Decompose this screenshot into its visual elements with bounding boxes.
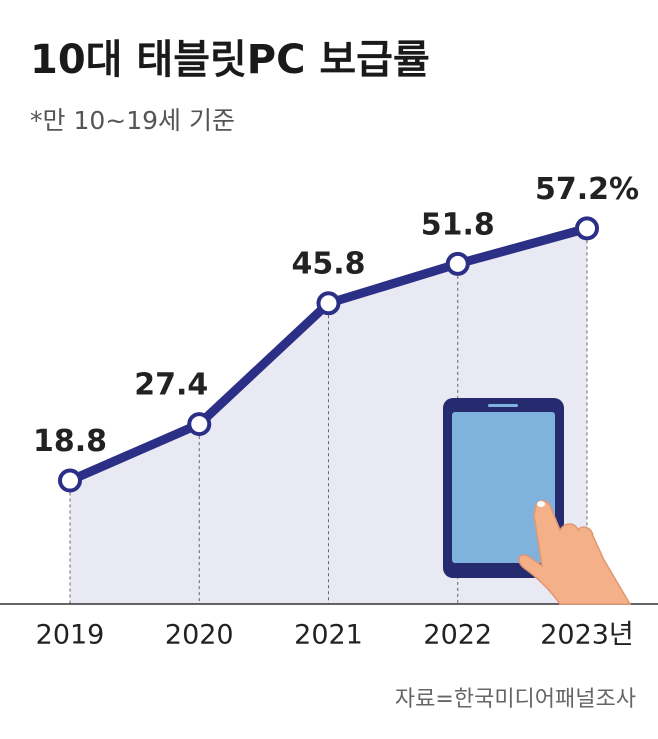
- tablet-camera: [488, 404, 518, 407]
- x-tick-label: 2019: [36, 620, 105, 651]
- x-tick-label: 2020: [165, 620, 234, 651]
- chart-subtitle: *만 10~19세 기준: [30, 106, 235, 135]
- data-label: 27.4: [134, 368, 208, 403]
- data-label: 45.8: [291, 247, 365, 282]
- x-tick-label: 2022: [423, 620, 492, 651]
- marker: [316, 291, 341, 316]
- source: 자료=한국미디어패널조사: [395, 687, 636, 712]
- chart-title: 10대 태블릿PC 보급률: [30, 37, 430, 83]
- x-tick-label: 2021: [294, 620, 363, 651]
- data-label: 51.8: [421, 207, 495, 242]
- tablet-illustration: [443, 398, 632, 605]
- fingernail: [537, 501, 545, 507]
- marker: [575, 216, 599, 241]
- marker: [187, 412, 212, 437]
- marker: [58, 468, 82, 493]
- marker: [445, 251, 470, 276]
- x-tick-label: 2023년: [540, 620, 634, 651]
- hand: [518, 500, 632, 605]
- data-label: 57.2%: [535, 172, 639, 207]
- data-label: 18.8: [33, 424, 107, 459]
- tablet-screen: [452, 412, 555, 563]
